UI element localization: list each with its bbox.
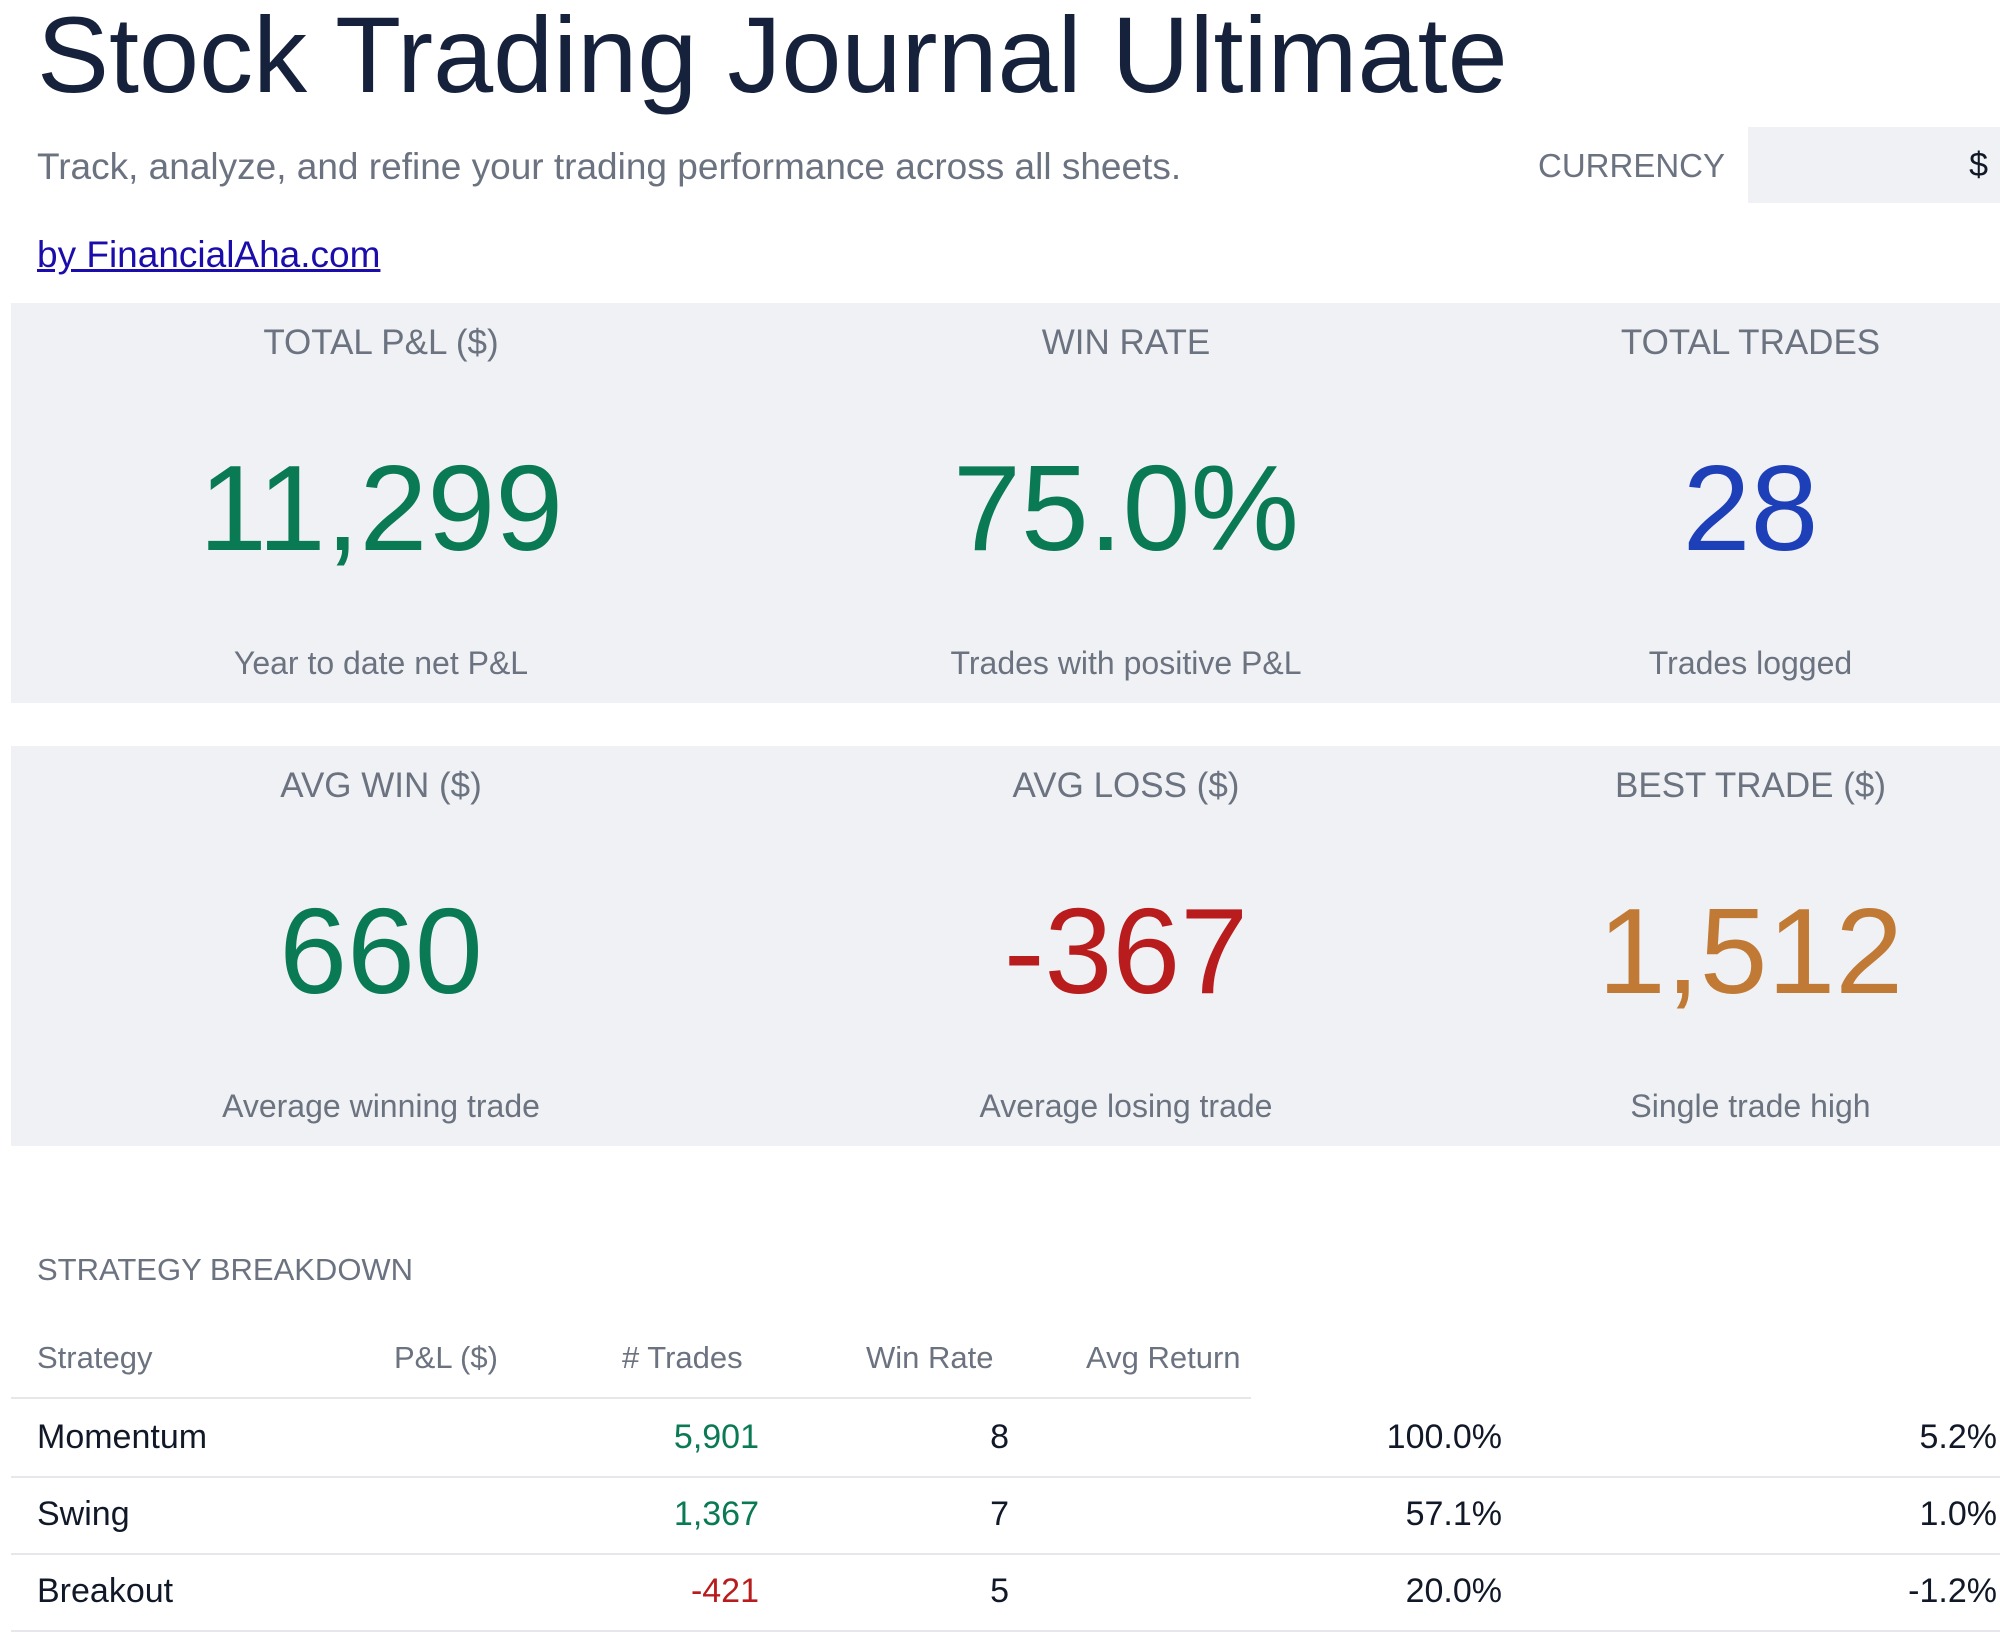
cell-avg-return: 1.0% [1919, 1495, 1998, 1533]
cell-pnl: 5,901 [673, 1418, 759, 1456]
kpi-best-trade: BEST TRADE ($) 1,512 Single trade high [1501, 746, 2000, 1146]
kpi-value: 75.0% [953, 440, 1299, 576]
cell-trades: 5 [990, 1572, 1009, 1610]
kpi-total-pnl: TOTAL P&L ($) 11,299 Year to date net P&… [11, 303, 751, 703]
kpi-label: WIN RATE [1041, 323, 1211, 362]
cell-pnl: 1,367 [673, 1495, 759, 1533]
kpi-value: -367 [1003, 883, 1249, 1019]
column-header-trades: # Trades [622, 1340, 743, 1375]
currency-input[interactable] [1748, 127, 2000, 203]
kpi-row-1: TOTAL P&L ($) 11,299 Year to date net P&… [11, 303, 2000, 703]
kpi-description: Average winning trade [222, 1088, 540, 1124]
cell-win-rate: 20.0% [1405, 1572, 1502, 1610]
kpi-value: 28 [1682, 440, 1819, 576]
header-divider [11, 1397, 1251, 1399]
cell-win-rate: 57.1% [1405, 1495, 1502, 1533]
kpi-avg-win: AVG WIN ($) 660 Average winning trade [11, 746, 751, 1146]
kpi-description: Year to date net P&L [233, 645, 529, 681]
cell-avg-return: -1.2% [1908, 1572, 1997, 1610]
table-row: Swing 1,367 7 57.1% 1.0% [11, 1477, 2000, 1555]
kpi-value: 1,512 [1597, 883, 1904, 1019]
table-row: Momentum 5,901 8 100.0% 5.2% [11, 1400, 2000, 1478]
section-title-strategy: STRATEGY BREAKDOWN [37, 1252, 414, 1287]
kpi-description: Single trade high [1630, 1088, 1871, 1124]
kpi-label: TOTAL TRADES [1620, 323, 1881, 362]
kpi-label: BEST TRADE ($) [1615, 766, 1886, 805]
kpi-label: AVG LOSS ($) [1012, 766, 1240, 805]
cell-pnl: -421 [690, 1572, 759, 1610]
cell-trades: 7 [990, 1495, 1009, 1533]
kpi-avg-loss: AVG LOSS ($) -367 Average losing trade [751, 746, 1501, 1146]
cell-strategy: Swing [37, 1495, 130, 1533]
kpi-description: Trades with positive P&L [950, 645, 1302, 681]
cell-strategy: Breakout [37, 1572, 174, 1610]
cell-avg-return: 5.2% [1919, 1418, 1998, 1456]
cell-trades: 8 [990, 1418, 1009, 1456]
page-title: Stock Trading Journal Ultimate [37, 0, 1508, 115]
kpi-value: 11,299 [198, 440, 564, 576]
column-header-strategy: Strategy [37, 1340, 153, 1375]
cell-win-rate: 100.0% [1386, 1418, 1502, 1456]
kpi-win-rate: WIN RATE 75.0% Trades with positive P&L [751, 303, 1501, 703]
kpi-description: Average losing trade [979, 1088, 1273, 1124]
cell-strategy: Momentum [37, 1418, 208, 1456]
kpi-description: Trades logged [1648, 645, 1853, 681]
kpi-label: AVG WIN ($) [280, 766, 482, 805]
currency-label: CURRENCY [1538, 147, 1726, 184]
kpi-total-trades: TOTAL TRADES 28 Trades logged [1501, 303, 2000, 703]
column-header-avg-return: Avg Return [1086, 1340, 1241, 1375]
kpi-label: TOTAL P&L ($) [263, 323, 499, 362]
column-header-win-rate: Win Rate [866, 1340, 994, 1375]
kpi-row-2: AVG WIN ($) 660 Average winning trade AV… [11, 746, 2000, 1146]
page-subtitle: Track, analyze, and refine your trading … [37, 146, 1182, 187]
column-header-pnl: P&L ($) [394, 1340, 498, 1375]
kpi-value: 660 [279, 883, 483, 1019]
table-row: Breakout -421 5 20.0% -1.2% [11, 1554, 2000, 1632]
byline-link[interactable]: by FinancialAha.com [37, 234, 381, 275]
